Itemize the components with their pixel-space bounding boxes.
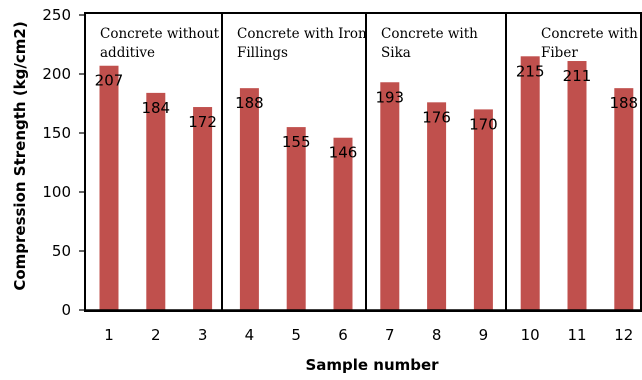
- bar: [520, 56, 540, 310]
- x-axis-title: Sample number: [305, 356, 439, 374]
- y-tick-label: 150: [42, 124, 71, 142]
- x-tick-label: 12: [614, 326, 633, 344]
- data-label: 155: [282, 133, 311, 151]
- data-label: 184: [141, 99, 170, 117]
- bar: [193, 107, 213, 310]
- x-tick-label: 7: [385, 326, 395, 344]
- x-axis: 1 2 3 4 5 6 7 8 9 10 11 12: [85, 309, 642, 344]
- data-label: 146: [329, 144, 358, 162]
- group-label: Sika: [381, 45, 411, 61]
- y-tick-label: 100: [42, 183, 71, 201]
- y-axis-title: Compression Strength (kg/cm2): [11, 21, 29, 290]
- x-tick-label: 1: [104, 326, 114, 344]
- x-tick-label: 9: [479, 326, 489, 344]
- data-label: 211: [563, 67, 592, 85]
- bars: 207 184 172 188 155 146 193 176 170 215 211 188: [95, 56, 638, 311]
- bar: [380, 82, 400, 310]
- y-axis: 0 50 100 150 200 250: [42, 6, 86, 319]
- x-tick-label: 5: [291, 326, 301, 344]
- bar: [286, 127, 306, 310]
- x-tick-label: 10: [521, 326, 540, 344]
- bar: [333, 137, 353, 310]
- data-label: 215: [516, 62, 545, 80]
- group-box: [505, 12, 642, 312]
- x-tick-label: 4: [245, 326, 255, 344]
- y-tick-label: 50: [52, 242, 71, 260]
- group-label: Concrete with Iron: [237, 26, 367, 42]
- data-label: 188: [235, 94, 264, 112]
- group-label: Fiber: [541, 45, 578, 61]
- bar: [473, 109, 493, 311]
- group-label: Concrete with: [541, 26, 638, 42]
- x-tick-label: 2: [151, 326, 161, 344]
- bar: [614, 88, 634, 310]
- data-label: 193: [375, 88, 404, 106]
- data-label: 176: [422, 108, 451, 126]
- bar: [427, 102, 447, 310]
- bar: [239, 88, 259, 310]
- data-label: 170: [469, 115, 498, 133]
- y-tick-label: 200: [42, 65, 71, 83]
- group-label: Concrete with: [381, 26, 478, 42]
- bar: [567, 61, 587, 310]
- data-label: 172: [188, 113, 217, 131]
- x-tick-label: 8: [432, 326, 442, 344]
- y-tick-label: 0: [61, 301, 71, 319]
- y-tick-label: 250: [42, 6, 71, 24]
- group-label: Concrete without: [100, 26, 220, 42]
- bar: [99, 65, 119, 311]
- group-label: additive: [100, 45, 155, 61]
- data-label: 188: [609, 94, 638, 112]
- bar: [146, 92, 166, 310]
- x-tick-label: 3: [198, 326, 208, 344]
- data-label: 207: [95, 72, 124, 90]
- x-tick-label: 6: [338, 326, 348, 344]
- group-boxes: Concrete without additive Concrete with Ir…: [84, 12, 642, 312]
- x-tick-label: 11: [567, 326, 586, 344]
- group-label: Fillings: [237, 45, 288, 61]
